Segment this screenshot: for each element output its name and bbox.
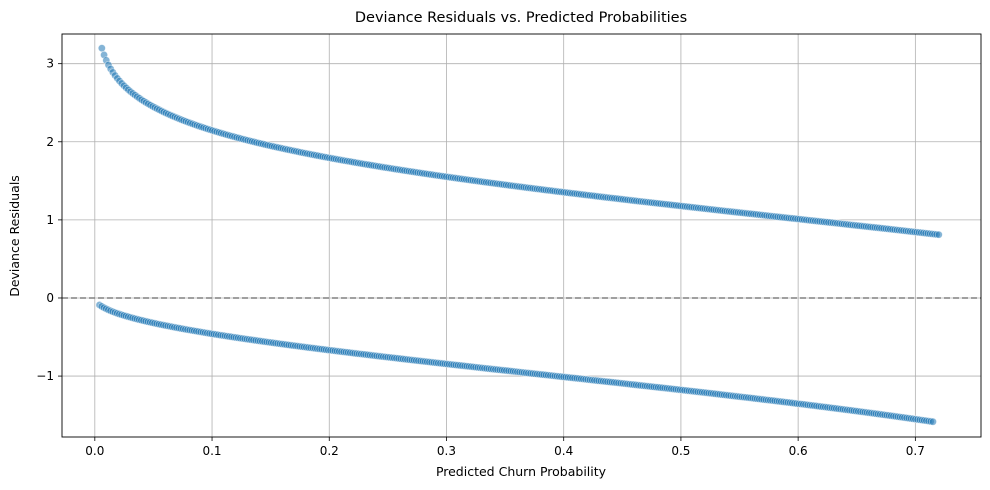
y-tick-label: 1: [46, 213, 54, 227]
x-tick-label: 0.6: [789, 444, 808, 458]
scatter-points: [95, 44, 943, 426]
chart-title: Deviance Residuals vs. Predicted Probabi…: [355, 10, 687, 26]
x-tick-label: 0.0: [85, 444, 104, 458]
x-tick-label: 0.5: [671, 444, 690, 458]
x-tick-label: 0.2: [320, 444, 339, 458]
plot-frame: [61, 33, 982, 438]
x-tick-label: 0.7: [906, 444, 925, 458]
scatter-point-positive: [934, 230, 943, 239]
x-axis-label: Predicted Churn Probability: [436, 464, 607, 479]
y-tick-label: 2: [46, 135, 54, 149]
y-tick-label: 0: [46, 291, 54, 305]
y-axis-label: Deviance Residuals: [7, 175, 22, 297]
x-tick-label: 0.4: [554, 444, 573, 458]
y-tick-label: −1: [36, 369, 54, 383]
x-axis-ticks: 0.0 0.1 0.2 0.3 0.4 0.5 0.6 0.7: [85, 437, 925, 458]
x-tick-label: 0.3: [437, 444, 456, 458]
x-tick-label: 0.1: [202, 444, 221, 458]
scatter-point-negative: [929, 417, 937, 426]
y-tick-label: 3: [46, 57, 54, 71]
y-axis-ticks: −1 0 1 2 3: [36, 57, 62, 383]
scatter-point-positive: [97, 44, 106, 53]
